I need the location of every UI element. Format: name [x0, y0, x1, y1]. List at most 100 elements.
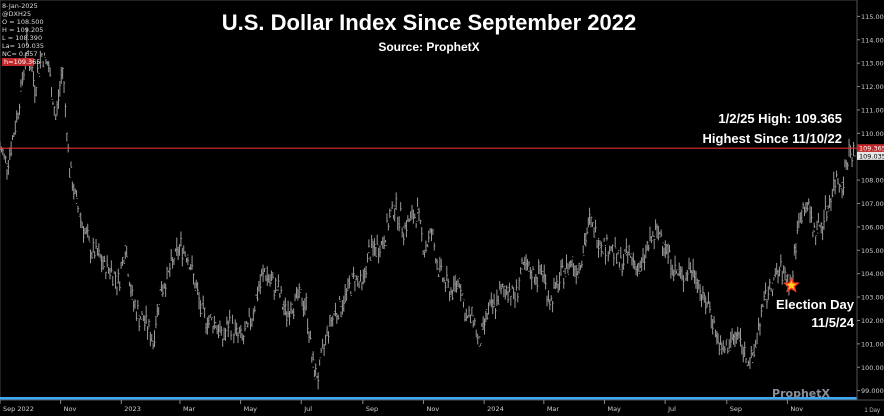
legend-date: 8-Jan-2025 — [2, 2, 38, 10]
election-annotation: Election Day 11/5/24 — [776, 296, 854, 332]
price-point — [152, 340, 154, 343]
y-tick-label: 102.000 — [861, 317, 884, 325]
price-point — [507, 287, 509, 289]
price-point — [249, 319, 252, 322]
price-point — [423, 249, 426, 251]
y-tick-label: 100.000 — [861, 364, 884, 372]
price-point — [542, 270, 544, 272]
price-point — [854, 155, 856, 157]
price-point — [549, 301, 551, 303]
price-point — [166, 277, 168, 279]
price-point — [6, 163, 8, 165]
price-point — [660, 233, 662, 235]
x-tick-label: Nov — [427, 405, 440, 413]
price-point — [222, 338, 224, 340]
legend-low: L = 108.390 — [2, 34, 43, 42]
price-point — [458, 277, 460, 279]
high-annotation: 1/2/25 High: 109.365 Highest Since 11/10… — [703, 109, 842, 149]
price-point — [771, 282, 774, 284]
price-point — [361, 287, 363, 289]
y-tick-label: 115.000 — [861, 13, 884, 21]
price-point — [89, 249, 92, 251]
price-point — [410, 219, 412, 221]
price-point — [667, 252, 669, 254]
price-point — [82, 226, 85, 228]
price-point — [632, 259, 634, 261]
price-point — [577, 268, 579, 270]
price-point — [62, 67, 64, 69]
price-point — [159, 289, 161, 291]
price-point — [583, 242, 586, 244]
price-point — [563, 270, 565, 272]
price-point — [820, 223, 822, 226]
price-point — [588, 221, 591, 223]
price-point — [242, 338, 245, 340]
price-point — [841, 181, 843, 184]
x-tick-label: Nov — [64, 405, 77, 413]
price-point — [556, 287, 558, 289]
high-price-tag-label: 109.365 — [859, 145, 884, 153]
chart-subtitle: Source: ProphetX — [378, 40, 480, 54]
price-point — [618, 263, 620, 265]
price-point — [26, 43, 28, 46]
price-point — [709, 305, 711, 308]
price-point — [389, 216, 391, 219]
price-point — [451, 291, 453, 293]
y-axis: 99.000 100.000 101.000 102.000 103.000 104.00… — [856, 0, 884, 400]
price-point — [284, 312, 286, 315]
price-point — [416, 212, 419, 214]
high-price-tag — [857, 144, 884, 153]
price-point — [333, 312, 335, 315]
price-point — [96, 254, 99, 256]
price-point — [737, 333, 739, 336]
price-point — [834, 179, 836, 181]
interval-label: 1 Day — [864, 408, 880, 414]
legend-last: La= 109.035 — [2, 42, 44, 50]
brand-logo-text: ProphetX — [772, 387, 830, 400]
price-point — [785, 275, 788, 277]
x-tick-label: Mar — [183, 405, 196, 413]
price-point — [752, 361, 754, 364]
price-point — [757, 324, 760, 326]
price-point — [48, 67, 50, 69]
price-point — [277, 289, 279, 291]
price-point — [298, 296, 300, 298]
price-point — [201, 312, 203, 315]
price-point — [528, 270, 530, 272]
election-annotation-line2: 11/5/24 — [811, 315, 854, 330]
x-tick-label: Jul — [303, 405, 312, 413]
price-point — [208, 319, 210, 322]
election-day-star-icon — [782, 276, 800, 293]
price-point — [180, 245, 182, 247]
price-point — [236, 333, 238, 336]
x-tick-label: 2024 — [487, 405, 504, 413]
price-point — [597, 237, 600, 240]
price-point — [848, 151, 850, 153]
price-point — [702, 298, 704, 301]
price-point — [354, 275, 356, 277]
price-point — [103, 266, 105, 268]
y-tick-label: 104.000 — [861, 270, 884, 278]
last-price-tag-label: 109.035 — [859, 152, 884, 160]
x-tick-label: Jul — [667, 405, 676, 413]
price-point — [41, 53, 43, 55]
legend-red-line: h=109.365 — [2, 58, 41, 66]
time-scrollbar — [0, 397, 857, 400]
brand-logo: ProphetX — [772, 387, 830, 400]
price-point — [124, 245, 126, 247]
price-point — [646, 247, 648, 249]
price-point — [535, 275, 537, 277]
price-point — [730, 340, 732, 343]
price-point — [317, 376, 319, 378]
price-point — [229, 322, 231, 324]
price-point — [305, 305, 307, 308]
price-point — [312, 366, 314, 368]
price-point — [256, 291, 259, 293]
price-point — [368, 252, 370, 254]
price-point — [764, 298, 767, 301]
legend-high: H = 109.205 — [2, 26, 44, 34]
price-point — [799, 212, 801, 214]
legend-net-change: NC= 0.657 — [2, 50, 38, 58]
legend-open: O = 108.500 — [2, 18, 44, 26]
